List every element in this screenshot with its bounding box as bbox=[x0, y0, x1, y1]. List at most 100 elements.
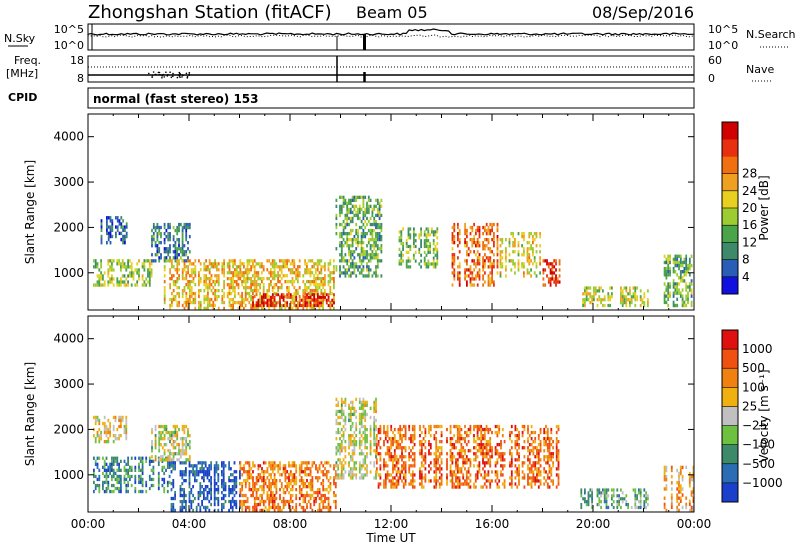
echo-cell bbox=[496, 228, 499, 233]
echo-cell bbox=[367, 274, 370, 278]
echo-cell bbox=[259, 286, 261, 290]
echo-cell bbox=[232, 297, 234, 302]
echo-cell bbox=[195, 473, 198, 477]
echo-cell bbox=[429, 467, 432, 471]
echo-cell bbox=[348, 250, 350, 254]
echo-cell bbox=[127, 262, 129, 266]
echo-cell bbox=[268, 303, 270, 308]
echo-cell bbox=[458, 470, 461, 474]
echo-cell bbox=[169, 458, 171, 462]
echo-cell bbox=[351, 403, 354, 407]
echo-cell bbox=[112, 471, 115, 476]
echo-cell bbox=[436, 256, 439, 260]
echo-cell bbox=[493, 241, 495, 245]
echo-cell bbox=[141, 483, 144, 488]
echo-cell bbox=[414, 233, 417, 237]
echo-cell bbox=[176, 424, 179, 429]
echo-cell bbox=[476, 256, 479, 260]
echo-cell bbox=[252, 274, 254, 278]
echo-cell bbox=[503, 452, 506, 456]
echo-cell bbox=[530, 485, 533, 489]
echo-cell bbox=[532, 473, 535, 477]
echo-cell bbox=[262, 265, 265, 269]
echo-cell bbox=[309, 295, 312, 299]
echo-cell bbox=[246, 262, 249, 266]
echo-cell bbox=[411, 437, 414, 441]
echo-cell bbox=[512, 244, 514, 248]
echo-cell bbox=[362, 222, 365, 227]
echo-cell bbox=[111, 462, 113, 466]
echo-cell bbox=[291, 476, 294, 480]
echo-cell bbox=[355, 213, 358, 218]
echo-cell bbox=[437, 458, 439, 462]
echo-cell bbox=[373, 437, 376, 441]
echo-cell bbox=[462, 455, 465, 459]
echo-cell bbox=[246, 297, 249, 302]
echo-cell bbox=[199, 277, 202, 281]
echo-cell bbox=[411, 479, 414, 483]
echo-cell bbox=[201, 499, 203, 504]
echo-cell bbox=[289, 280, 292, 284]
echo-cell bbox=[464, 479, 466, 483]
echo-cell bbox=[402, 424, 405, 429]
echo-cell bbox=[313, 306, 315, 311]
echo-cell bbox=[322, 298, 325, 302]
echo-cell bbox=[228, 461, 230, 465]
echo-cell bbox=[181, 508, 184, 513]
echo-cell bbox=[246, 265, 249, 269]
echo-cell bbox=[273, 300, 276, 305]
echo-cell bbox=[476, 470, 479, 474]
echo-cell bbox=[348, 259, 350, 263]
echo-cell bbox=[585, 286, 588, 290]
echo-cell bbox=[318, 303, 321, 308]
echo-cell bbox=[611, 295, 613, 299]
echo-cell bbox=[494, 479, 497, 483]
echo-cell bbox=[255, 262, 258, 266]
echo-cell bbox=[380, 198, 383, 202]
echo-cell bbox=[348, 406, 350, 410]
echo-cell bbox=[185, 235, 188, 239]
echo-cell bbox=[386, 430, 389, 435]
echo-cell bbox=[239, 277, 242, 281]
echo-cell bbox=[547, 265, 550, 269]
echo-cell bbox=[185, 259, 188, 263]
echo-cell bbox=[286, 476, 289, 480]
echo-cell bbox=[295, 289, 297, 293]
echo-cell bbox=[424, 455, 427, 459]
echo-cell bbox=[334, 505, 337, 510]
echo-cell bbox=[339, 461, 341, 465]
echo-cell bbox=[204, 470, 207, 474]
echo-cell bbox=[114, 459, 117, 463]
echo-cell bbox=[516, 485, 519, 489]
echo-cell bbox=[96, 477, 99, 482]
echo-cell bbox=[124, 225, 126, 229]
echo-cell bbox=[188, 458, 191, 462]
echo-cell bbox=[378, 225, 381, 230]
echo-cell bbox=[553, 265, 556, 269]
echo-cell bbox=[598, 295, 601, 299]
echo-cell bbox=[295, 298, 298, 302]
echo-cell bbox=[494, 464, 497, 468]
echo-cell bbox=[516, 473, 519, 477]
echo-cell bbox=[530, 274, 532, 278]
echo-cell bbox=[527, 479, 529, 483]
echo-cell bbox=[420, 452, 423, 456]
echo-cell bbox=[534, 440, 537, 444]
echo-cell bbox=[248, 294, 251, 299]
echo-cell bbox=[275, 301, 278, 305]
echo-cell bbox=[683, 300, 686, 305]
echo-cell bbox=[530, 464, 533, 468]
echo-cell bbox=[358, 253, 361, 257]
echo-cell bbox=[246, 479, 249, 483]
echo-cell bbox=[482, 461, 484, 465]
echo-cell bbox=[228, 265, 231, 269]
echo-cell bbox=[467, 482, 470, 486]
echo-cell bbox=[593, 295, 595, 299]
echo-cell bbox=[322, 265, 324, 269]
echo-cell bbox=[371, 250, 374, 254]
echo-cell bbox=[407, 236, 410, 240]
echo-cell bbox=[335, 198, 338, 202]
echo-cell bbox=[127, 280, 129, 284]
echo-cell bbox=[428, 452, 430, 456]
echo-cell bbox=[467, 274, 470, 278]
